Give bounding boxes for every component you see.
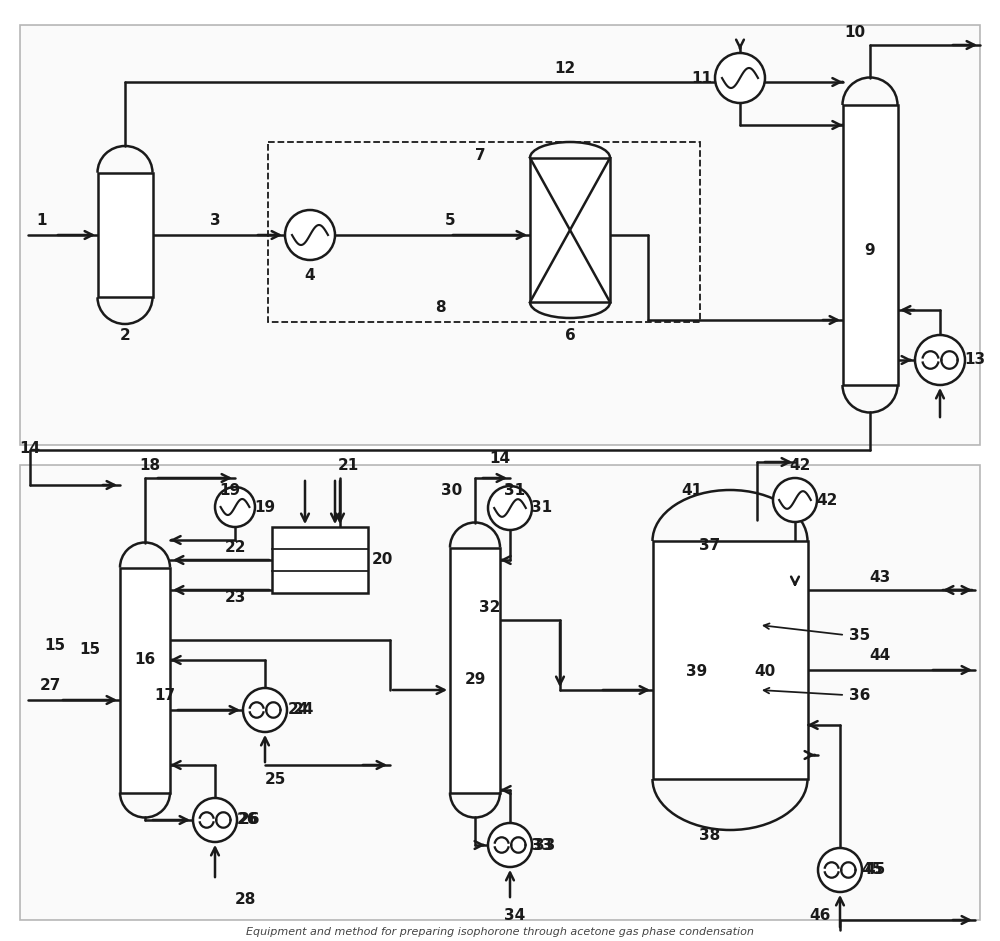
Text: 22: 22: [224, 540, 246, 555]
Text: 5: 5: [445, 213, 455, 228]
Text: 4: 4: [305, 267, 315, 282]
Text: 31: 31: [504, 483, 526, 498]
Text: 42: 42: [816, 492, 838, 507]
Circle shape: [715, 53, 765, 103]
Text: 33: 33: [531, 837, 553, 853]
Text: 21: 21: [337, 457, 359, 472]
Text: Equipment and method for preparing isophorone through acetone gas phase condensa: Equipment and method for preparing isoph…: [246, 927, 754, 937]
Text: 1: 1: [37, 213, 47, 228]
Text: 30: 30: [441, 483, 463, 498]
Circle shape: [193, 798, 237, 842]
Text: 14: 14: [489, 451, 511, 466]
Text: 34: 34: [504, 907, 526, 922]
Bar: [20, 25, 980, 445]
Bar: [652, 541, 808, 779]
Circle shape: [818, 848, 862, 892]
Text: 42: 42: [789, 457, 811, 472]
Text: 9: 9: [865, 243, 875, 258]
Text: 46: 46: [809, 907, 831, 922]
Text: 31: 31: [531, 501, 553, 516]
Circle shape: [243, 688, 287, 732]
Bar: [98, 173, 152, 297]
Text: 28: 28: [234, 892, 256, 907]
Text: 45: 45: [861, 863, 883, 878]
Text: 32: 32: [479, 599, 501, 614]
Bar: [268, 142, 700, 322]
Circle shape: [773, 478, 817, 522]
Text: 27: 27: [39, 678, 61, 693]
Text: 17: 17: [154, 688, 176, 703]
Text: 3: 3: [210, 213, 220, 228]
Text: 8: 8: [435, 300, 445, 315]
Circle shape: [488, 486, 532, 530]
Text: 37: 37: [699, 537, 721, 552]
Text: 43: 43: [869, 570, 891, 585]
Bar: [842, 105, 898, 385]
Text: 39: 39: [686, 664, 708, 679]
Text: 7: 7: [475, 148, 485, 163]
Text: 26: 26: [239, 812, 261, 827]
Text: 38: 38: [699, 827, 721, 842]
Text: 26: 26: [237, 812, 259, 827]
Text: 33: 33: [534, 837, 556, 853]
Text: 25: 25: [264, 773, 286, 788]
Text: 15: 15: [79, 643, 101, 658]
Text: 13: 13: [964, 353, 986, 368]
Text: 35: 35: [849, 628, 871, 643]
Text: 16: 16: [134, 652, 156, 667]
Text: 23: 23: [224, 591, 246, 605]
Text: 24: 24: [287, 703, 309, 717]
Circle shape: [285, 210, 335, 260]
Text: 10: 10: [844, 24, 866, 40]
Text: 24: 24: [292, 703, 314, 717]
Bar: [272, 527, 368, 593]
Text: 20: 20: [371, 552, 393, 567]
Text: 14: 14: [19, 440, 41, 455]
Text: 15: 15: [44, 637, 66, 652]
Text: 36: 36: [849, 688, 871, 703]
Circle shape: [488, 823, 532, 867]
Text: 18: 18: [139, 457, 161, 472]
Text: 44: 44: [869, 648, 891, 663]
Circle shape: [915, 335, 965, 385]
Text: 12: 12: [554, 60, 576, 75]
Bar: [530, 158, 610, 302]
Circle shape: [215, 487, 255, 527]
Text: 19: 19: [254, 500, 276, 515]
Text: 41: 41: [681, 483, 703, 498]
Text: 11: 11: [692, 71, 712, 86]
Text: 19: 19: [219, 483, 241, 498]
Text: 40: 40: [754, 664, 776, 679]
Bar: [120, 567, 170, 792]
Bar: [450, 548, 500, 792]
Text: 45: 45: [864, 863, 886, 878]
Bar: [20, 465, 980, 920]
Text: 2: 2: [120, 327, 130, 343]
Text: 6: 6: [565, 327, 575, 343]
Text: 29: 29: [464, 673, 486, 688]
